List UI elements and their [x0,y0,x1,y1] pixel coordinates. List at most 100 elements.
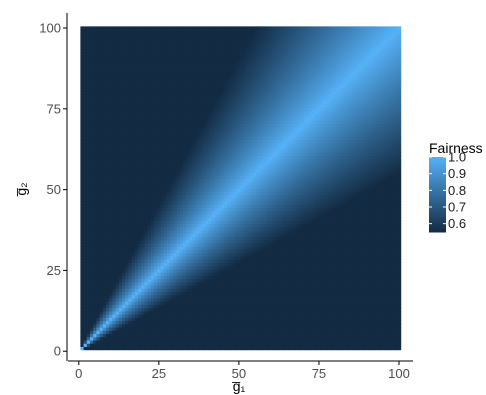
heatmap-cell [202,259,206,263]
heatmap-cell [138,175,142,179]
heatmap-cell [214,200,219,205]
heatmap-cell [128,152,133,157]
heatmap-cell [157,87,162,92]
heatmap-cell [131,58,136,63]
heatmap-cell [208,165,213,170]
heatmap-cell [160,242,165,247]
heatmap-cell [80,233,85,238]
heatmap-cell [112,265,117,270]
heatmap-cell [182,262,187,267]
heatmap-cell [112,158,117,163]
heatmap-cell [237,233,242,238]
heatmap-cell [179,346,184,351]
heatmap-cell [134,239,139,244]
heatmap-cell [179,87,184,92]
heatmap-cell [230,343,235,347]
heatmap-cell [202,45,206,50]
heatmap-cell [118,314,123,318]
heatmap-cell [186,346,190,351]
heatmap-cell [230,165,235,170]
heatmap-cell [141,97,146,102]
heatmap-cell [115,275,120,280]
heatmap-cell [157,323,162,328]
heatmap-cell [96,346,101,351]
heatmap-cell [170,58,174,63]
heatmap-cell [192,171,197,176]
heatmap-cell [138,188,142,192]
heatmap-cell [163,323,168,328]
heatmap-cell [115,32,120,37]
heatmap-cell [182,155,187,160]
heatmap-cell [166,149,171,154]
heatmap-cell [96,133,101,137]
heatmap-cell [96,320,101,325]
heatmap-cell [160,58,165,63]
heatmap-cell [170,181,174,186]
heatmap-cell [99,162,104,166]
heatmap-cell [208,291,213,296]
heatmap-cell [150,200,155,205]
heatmap-cell [230,226,235,231]
heatmap-cell [115,268,120,273]
heatmap-cell [141,249,146,254]
heatmap-cell [93,330,98,335]
heatmap-cell [106,275,110,280]
heatmap-cell [138,100,142,105]
heatmap-cell [93,29,98,34]
heatmap-cell [221,233,226,238]
heatmap-cell [186,291,190,296]
heatmap-cell [141,210,146,215]
heatmap-cell [224,326,229,331]
heatmap-cell [205,113,210,118]
heatmap-cell [198,133,203,137]
heatmap-cell [109,129,114,134]
heatmap-cell [131,103,136,108]
heatmap-cell [109,74,114,79]
heatmap-cell [96,155,101,160]
heatmap-cell [86,275,91,280]
heatmap-cell [160,71,165,76]
heatmap-cell [93,268,98,273]
heatmap-cell [138,178,142,183]
heatmap-cell [118,26,123,31]
heatmap-cell [230,97,235,102]
heatmap-cell [163,97,168,102]
heatmap-cell [227,94,232,99]
heatmap-cell [141,226,146,231]
heatmap-cell [96,49,101,53]
heatmap-cell [128,58,133,63]
heatmap-cell [202,220,206,225]
heatmap-cell [112,133,117,137]
heatmap-cell [186,133,190,137]
heatmap-cell [80,310,85,315]
heatmap-cell [93,301,98,305]
heatmap-cell [109,291,114,296]
heatmap-cell [96,259,101,263]
heatmap-cell [186,281,190,286]
heatmap-cell [150,71,155,76]
heatmap-cell [160,259,165,263]
heatmap-cell [147,39,152,44]
heatmap-cell [176,326,181,331]
heatmap-cell [125,39,130,44]
heatmap-cell [138,103,142,108]
heatmap-cell [90,165,94,170]
heatmap-cell [83,339,88,344]
heatmap-cell [131,191,136,196]
heatmap-cell [166,52,171,57]
heatmap-cell [83,103,88,108]
heatmap-cell [138,116,142,121]
heatmap-cell [157,113,162,118]
heatmap-cell [109,213,114,218]
heatmap-cell [102,314,107,318]
heatmap-cell [192,178,197,183]
heatmap-cell [131,310,136,315]
heatmap-cell [128,155,133,160]
heatmap-cell [141,320,146,325]
heatmap-cell [99,210,104,215]
heatmap-cell [170,171,174,176]
heatmap-cell [234,284,238,289]
heatmap-cell [166,265,171,270]
heatmap-cell [198,255,203,260]
heatmap-cell [186,103,190,108]
